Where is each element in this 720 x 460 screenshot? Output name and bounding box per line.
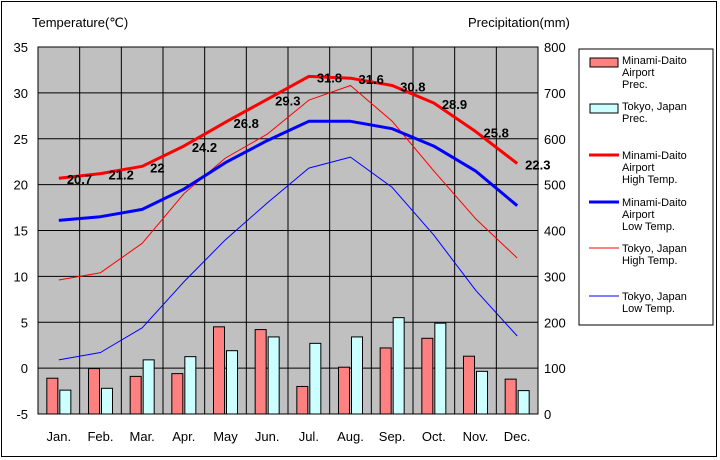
- precip-bar: [463, 355, 475, 415]
- precip-bar: [184, 356, 197, 415]
- y-left-tick-label: 15: [14, 224, 28, 239]
- precip-bar: [392, 317, 405, 415]
- legend-label: Prec.: [622, 79, 648, 91]
- legend-label: Tokyo, Japan: [622, 101, 687, 113]
- y-right-tick-label: 300: [544, 269, 566, 284]
- x-tick-label: Aug.: [337, 429, 364, 444]
- precip-bar: [338, 366, 350, 415]
- right-axis-title: Precipitation(mm): [468, 15, 570, 30]
- y-right-tick-label: 100: [544, 361, 566, 376]
- x-tick-label: Jun.: [255, 429, 280, 444]
- x-tick-label: Sep.: [379, 429, 406, 444]
- legend-label: Minami-Daito: [622, 55, 687, 67]
- y-left-tick-label: 0: [21, 361, 28, 376]
- data-label: 26.8: [234, 116, 259, 131]
- y-right-tick-label: 700: [544, 86, 566, 101]
- x-tick-label: Feb.: [87, 429, 113, 444]
- precip-bar: [129, 375, 142, 415]
- legend-swatch: [589, 57, 619, 68]
- legend-label: Airport: [622, 162, 654, 174]
- y-left-tick-label: 35: [14, 40, 28, 55]
- data-label: 29.3: [275, 93, 300, 108]
- legend-label: Low Temp.: [622, 303, 675, 315]
- precip-bar: [379, 347, 392, 415]
- data-label: 20.7: [67, 172, 92, 187]
- x-tick-label: Jul.: [299, 429, 319, 444]
- precip-bar: [517, 390, 530, 415]
- legend-label: Minami-Daito: [622, 197, 687, 209]
- precip-bar: [421, 337, 434, 415]
- y-right-tick-label: 800: [544, 40, 566, 55]
- y-left-tick-label: 25: [14, 132, 28, 147]
- y-right-tick-label: 400: [544, 224, 566, 239]
- data-label: 24.2: [192, 140, 217, 155]
- legend-swatch: [589, 103, 619, 114]
- precip-bar: [309, 342, 322, 415]
- y-right-tick-label: 200: [544, 315, 566, 330]
- y-left-tick-label: 10: [14, 269, 28, 284]
- precip-bar: [46, 377, 59, 415]
- legend-label: High Temp.: [622, 255, 677, 267]
- precip-bar: [254, 329, 267, 415]
- y-right-tick-label: 0: [544, 407, 551, 422]
- legend-label: Low Temp.: [622, 221, 675, 233]
- legend-label: Prec.: [622, 113, 648, 125]
- y-left-tick-label: 20: [14, 178, 28, 193]
- x-tick-label: Oct.: [422, 429, 446, 444]
- left-axis-title: Temperature(℃): [32, 15, 128, 30]
- x-tick-label: Nov.: [463, 429, 489, 444]
- data-label: 25.8: [484, 125, 509, 140]
- precip-bar: [88, 368, 100, 415]
- precip-bar: [351, 336, 363, 415]
- y-left-tick-label: 5: [21, 315, 28, 330]
- precip-bar: [476, 370, 488, 415]
- precip-bar: [504, 378, 517, 415]
- x-tick-label: May: [213, 429, 238, 444]
- temp-line: [58, 119, 519, 222]
- y-right-tick-label: 500: [544, 178, 566, 193]
- precip-bar: [171, 373, 184, 415]
- temp-line: [58, 85, 518, 281]
- temp-line: [58, 74, 519, 180]
- precip-bar: [101, 387, 113, 415]
- legend-label: Airport: [622, 67, 654, 79]
- data-label: 22: [150, 160, 164, 175]
- temp-line: [58, 156, 518, 361]
- x-tick-label: Apr.: [172, 429, 195, 444]
- precip-bar: [213, 326, 225, 415]
- legend-label: Tokyo, Japan: [622, 243, 687, 255]
- precip-bar: [142, 359, 155, 415]
- precip-bar: [59, 389, 72, 415]
- legend-label: Tokyo, Japan: [622, 291, 687, 303]
- data-label: 30.8: [400, 80, 425, 95]
- precip-bar: [296, 385, 309, 415]
- precip-bar: [226, 350, 238, 415]
- y-left-tick-label: 30: [14, 86, 28, 101]
- precip-bar: [434, 322, 447, 415]
- data-label: 22.3: [525, 158, 550, 173]
- precip-bar: [267, 336, 280, 415]
- y-left-tick-label: -5: [16, 407, 28, 422]
- legend-label: High Temp.: [622, 174, 677, 186]
- data-label: 31.8: [317, 70, 342, 85]
- x-tick-label: Dec.: [504, 429, 531, 444]
- x-tick-label: Jan.: [47, 429, 72, 444]
- data-label: 21.2: [109, 168, 134, 183]
- data-label: 31.6: [359, 72, 384, 87]
- legend-label: Airport: [622, 209, 654, 221]
- y-right-tick-label: 600: [544, 132, 566, 147]
- x-tick-label: Mar.: [130, 429, 155, 444]
- data-label: 28.9: [442, 97, 467, 112]
- legend-label: Minami-Daito: [622, 150, 687, 162]
- legend-box: [578, 48, 714, 326]
